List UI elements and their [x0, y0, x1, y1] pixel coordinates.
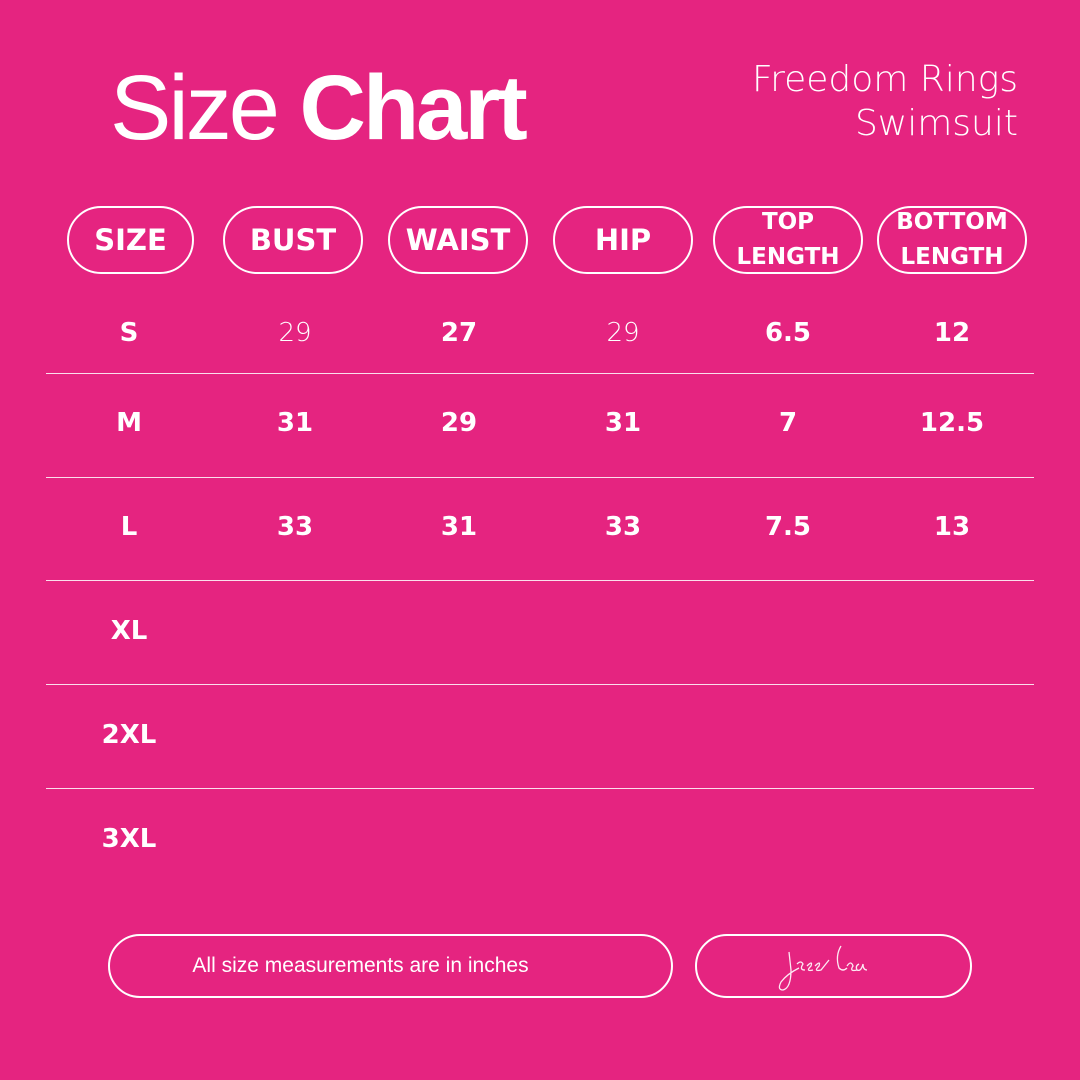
header-bottom-line2: LENGTH: [900, 244, 1004, 270]
title-bold: Chart: [299, 57, 528, 159]
title-regular: Size: [110, 57, 280, 159]
header-hip: HIP: [553, 206, 693, 274]
row-divider: [46, 684, 1034, 685]
page-title: Size Chart: [110, 62, 528, 154]
signature-logo-icon: [778, 945, 868, 991]
header-bottom-length: BOTTOM LENGTH: [877, 206, 1027, 274]
cell-top: 7.5: [764, 512, 812, 542]
cell-bust: 31: [276, 408, 314, 438]
row-divider: [46, 373, 1034, 374]
cell-waist: 27: [440, 318, 478, 348]
cell-hip: 33: [604, 512, 642, 542]
cell-top: 7: [778, 408, 798, 438]
header-waist: WAIST: [388, 206, 528, 274]
cell-bottom: 13: [933, 512, 971, 542]
size-label: L: [120, 512, 138, 542]
size-label: 3XL: [101, 824, 157, 854]
row-divider: [46, 580, 1034, 581]
size-label: 2XL: [101, 720, 157, 750]
header-bottom-line1: BOTTOM: [896, 209, 1008, 235]
product-name: Freedom Rings Swimsuit: [752, 58, 1018, 146]
header-top-length: TOP LENGTH: [713, 206, 863, 274]
cell-waist: 29: [440, 408, 478, 438]
cell-hip: 31: [604, 408, 642, 438]
size-label: XL: [110, 616, 148, 646]
cell-bust: 29: [278, 318, 312, 348]
cell-bottom: 12: [933, 318, 971, 348]
size-label: S: [119, 318, 139, 348]
header-bust: BUST: [223, 206, 363, 274]
size-label: M: [116, 408, 142, 438]
cell-waist: 31: [440, 512, 478, 542]
row-divider: [46, 477, 1034, 478]
cell-bottom: 12.5: [919, 408, 985, 438]
header-top-line2: LENGTH: [736, 244, 840, 270]
header-size: SIZE: [67, 206, 194, 274]
measurement-note: All size measurements are in inches: [108, 934, 673, 998]
cell-top: 6.5: [764, 318, 812, 348]
header-top-line1: TOP: [761, 209, 815, 235]
cell-bust: 33: [276, 512, 314, 542]
product-line-2: Swimsuit: [854, 103, 1018, 144]
product-line-1: Freedom Rings: [752, 59, 1018, 100]
row-divider: [46, 788, 1034, 789]
brand-logo: [695, 934, 972, 998]
cell-hip: 29: [606, 318, 640, 348]
